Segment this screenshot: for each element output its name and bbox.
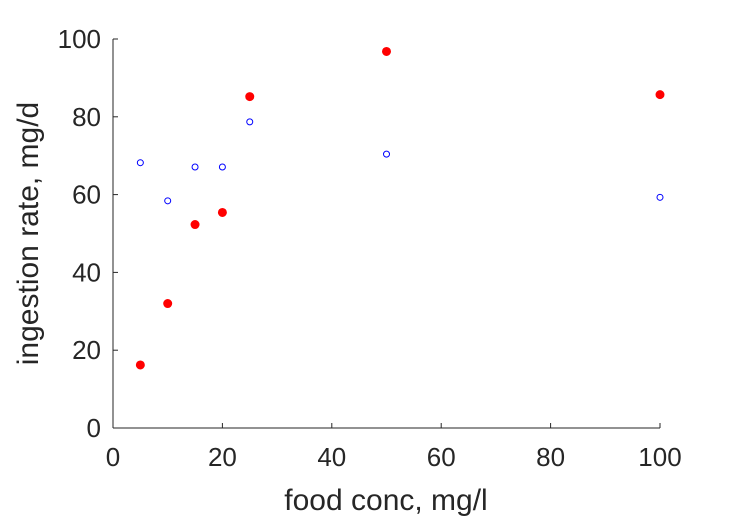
y-tick-label-80: 80 (72, 102, 101, 132)
y-tick-label-20: 20 (72, 335, 101, 365)
open-point-0 (136, 159, 144, 167)
x-tick-label-60: 60 (427, 442, 456, 472)
x-tick-label-20: 20 (208, 442, 237, 472)
ticks: 0 20 40 60 80 100 0 20 40 60 80 100 (58, 24, 682, 472)
open-point-5 (383, 150, 390, 158)
filled-point-5 (382, 46, 391, 56)
axes (112, 39, 660, 429)
y-axis-label: ingestion rate, mg/d (12, 102, 45, 365)
filled-point-0 (135, 360, 145, 370)
y-tick-label-60: 60 (72, 180, 101, 210)
open-point-2 (191, 163, 199, 171)
filled-point-3 (217, 207, 227, 217)
open-point-1 (164, 197, 172, 205)
y-tick-label-100: 100 (58, 24, 101, 54)
x-tick-label-100: 100 (638, 442, 681, 472)
filled-point-6 (655, 90, 665, 100)
open-point-4 (246, 118, 254, 126)
y-tick-label-0: 0 (87, 413, 101, 443)
open-point-3 (218, 163, 226, 171)
x-tick-label-80: 80 (536, 442, 565, 472)
data-points (135, 46, 665, 370)
filled-point-1 (163, 299, 173, 309)
open-point-6 (656, 193, 664, 201)
y-tick-label-40: 40 (72, 257, 101, 287)
filled-point-4 (245, 92, 255, 102)
x-tick-label-0: 0 (106, 442, 120, 472)
x-tick-label-40: 40 (317, 442, 346, 472)
x-axis-label: food conc, mg/l (284, 484, 487, 517)
filled-point-2 (190, 220, 200, 230)
